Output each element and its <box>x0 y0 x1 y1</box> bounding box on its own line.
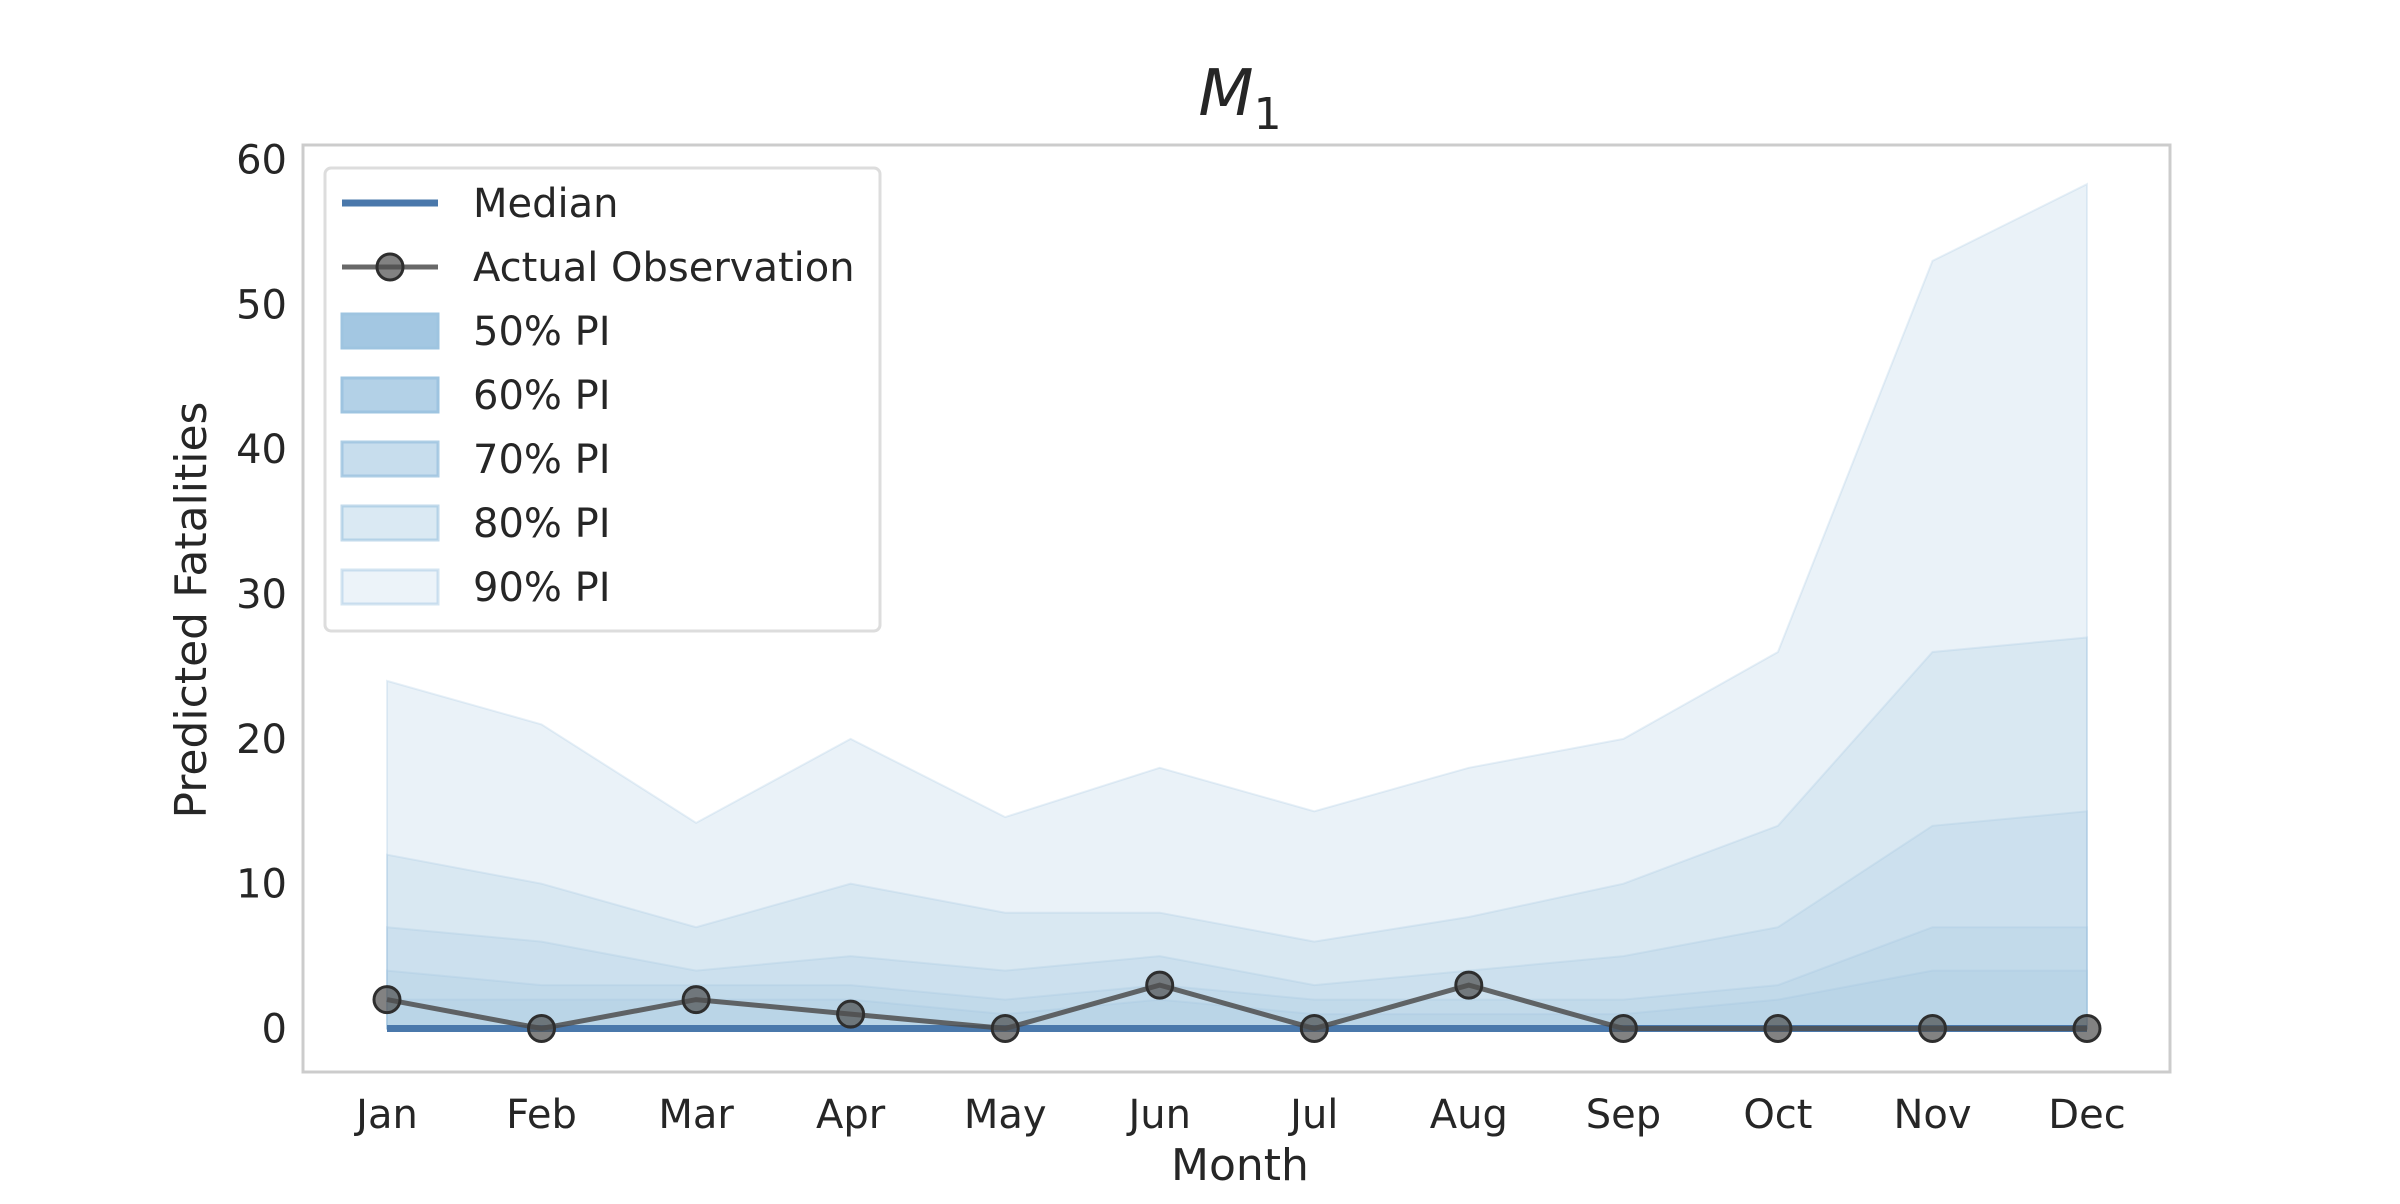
observation-point <box>1454 970 1484 1000</box>
y-tick-label: 10 <box>236 862 287 908</box>
x-tick-labels: Jan Feb Mar Apr May Jun Jul Aug Sep Oct Nov Dec <box>353 1092 2126 1138</box>
legend-swatch-band <box>340 440 440 478</box>
x-tick-label: Nov <box>1893 1092 1971 1138</box>
observation-point <box>1608 1014 1638 1043</box>
observation-point <box>1918 1014 1947 1043</box>
observation-point <box>2072 1014 2102 1043</box>
observation-point <box>990 1014 1020 1043</box>
x-tick-label: Jan <box>353 1092 418 1138</box>
legend-label: 60% PI <box>473 373 611 419</box>
chart-title: M1 <box>1198 57 1281 140</box>
prediction-interval-bands <box>386 182 2088 1030</box>
y-tick-label: 50 <box>236 282 287 328</box>
x-tick-label: May <box>964 1092 1047 1138</box>
observation-point <box>1145 970 1175 1000</box>
x-tick-label: Jul <box>1287 1092 1338 1138</box>
observation-series <box>372 970 2102 1043</box>
axes-frame <box>301 143 2172 1074</box>
y-tick-label: 0 <box>262 1007 287 1053</box>
legend-label: 90% PI <box>473 565 611 611</box>
observation-point <box>836 999 866 1029</box>
x-tick-label: Apr <box>816 1092 886 1138</box>
x-tick-label: Jun <box>1125 1092 1191 1138</box>
legend-swatch-band <box>340 568 440 606</box>
x-tick-label: Feb <box>506 1092 577 1138</box>
x-tick-label: Mar <box>658 1092 734 1138</box>
legend-label: 70% PI <box>473 437 611 483</box>
y-axis-label: Predicted Fatalities <box>166 402 217 819</box>
legend-swatch-band <box>340 376 440 414</box>
y-tick-label: 20 <box>236 717 287 763</box>
observation-line <box>386 982 2087 1032</box>
observation-point <box>1299 1014 1329 1043</box>
legend-label: Median <box>473 181 619 227</box>
legend-label: Actual Observation <box>473 245 855 291</box>
legend-label: 80% PI <box>473 501 611 547</box>
y-tick-label: 30 <box>236 572 287 618</box>
legend: Median Actual Observation 50% PI 60% PI 70% … <box>323 166 882 633</box>
x-tick-label: Aug <box>1430 1092 1508 1138</box>
legend-box <box>323 166 882 633</box>
observation-point <box>372 985 402 1015</box>
y-tick-labels: 0 10 20 30 40 50 60 <box>236 138 287 1053</box>
legend-label: 50% PI <box>473 309 611 355</box>
x-tick-label: Sep <box>1586 1092 1661 1138</box>
observation-point <box>1763 1014 1793 1043</box>
x-tick-label: Dec <box>2048 1092 2125 1138</box>
x-axis-label: Month <box>1171 1140 1309 1191</box>
observation-point <box>527 1014 556 1043</box>
legend-swatch-band <box>340 312 440 350</box>
y-tick-label: 60 <box>236 138 287 184</box>
y-tick-label: 40 <box>236 427 287 473</box>
legend-swatch-band <box>340 504 440 542</box>
observation-point <box>681 985 711 1015</box>
legend-swatch-observation-marker <box>375 252 405 282</box>
x-tick-label: Oct <box>1743 1092 1812 1138</box>
